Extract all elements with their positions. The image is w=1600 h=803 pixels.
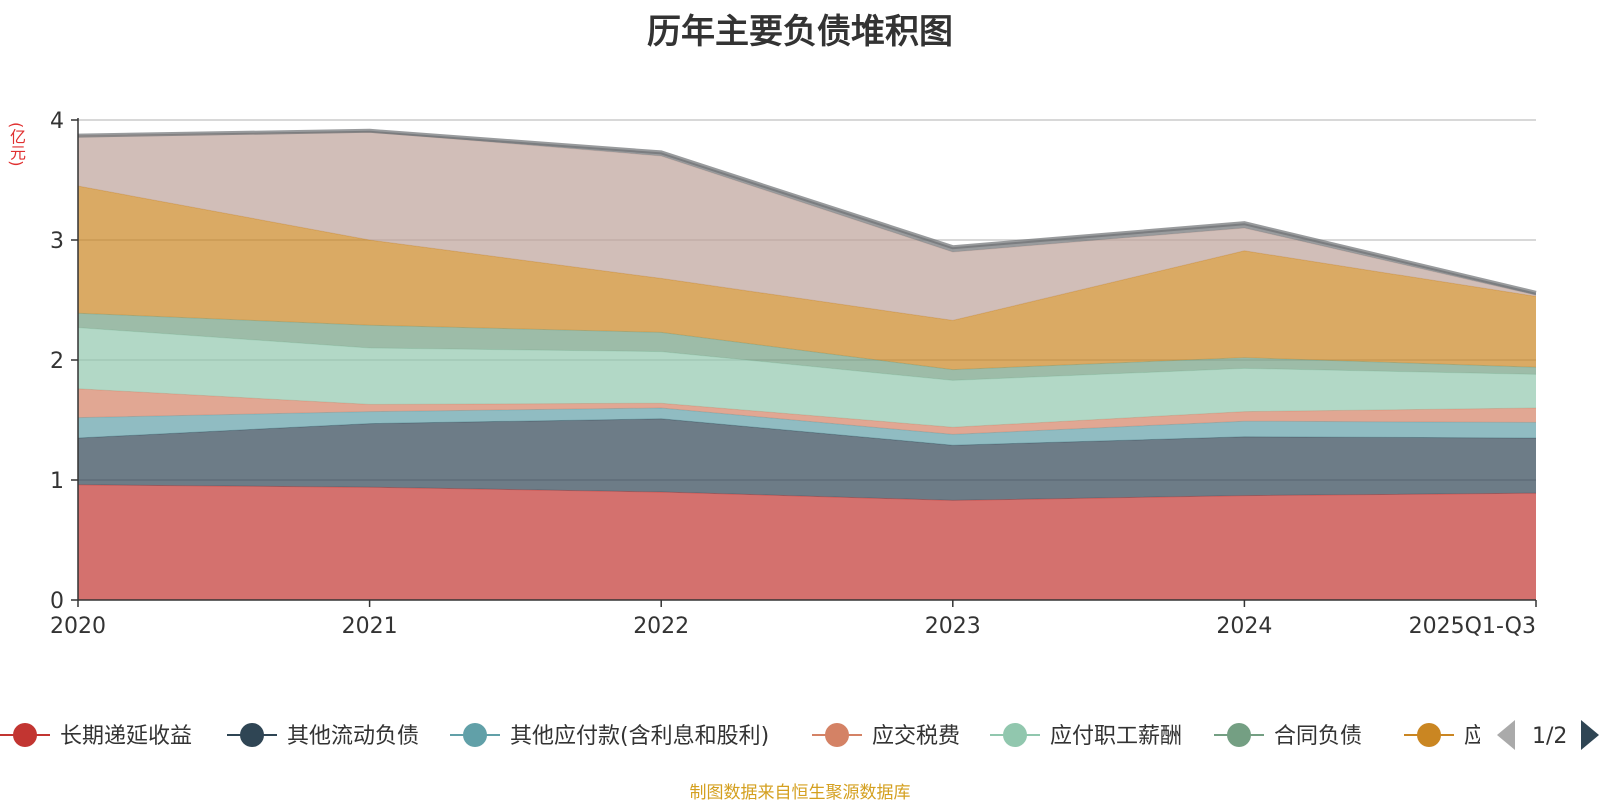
legend-label: 应付职工薪酬 [1050,724,1182,749]
legend-item-6[interactable]: 应付 [1404,723,1508,749]
legend-prev-page-icon[interactable] [1497,720,1515,750]
legend-page-indicator: 1/2 [1532,724,1567,749]
area-series-3[interactable] [78,388,1536,435]
x-tick-label: 2023 [925,614,981,639]
area-series-2[interactable] [78,408,1536,446]
area-series-7[interactable] [78,132,1536,321]
legend-item-1[interactable]: 其他流动负债 [227,723,419,749]
y-tick-label: 4 [50,109,64,134]
legend-circle-icon [463,723,487,747]
area-series-6[interactable] [78,186,1536,370]
data-source-note: 制图数据来自恒生聚源数据库 [689,783,911,803]
legend-circle-icon [825,723,849,747]
y-tick-label: 2 [50,349,64,374]
legend-circle-icon [1003,723,1027,747]
area-series-0[interactable] [78,484,1536,600]
legend-item-3[interactable]: 应交税费 [812,723,960,749]
legend-item-5[interactable]: 合同负债 [1214,723,1362,749]
legend: 长期递延收益 其他流动负债 其他应付款(含利息和股利) 应交税费 应付职工薪酬 合同负债 应… [0,723,1508,749]
y-tick-label: 0 [50,589,64,614]
x-tick-label: 2025Q1-Q3 [1409,614,1536,639]
legend-next-page-icon[interactable] [1581,720,1599,750]
legend-label: 应付 [1464,724,1508,749]
area-series-5[interactable] [78,313,1536,381]
legend-circle-icon [240,723,264,747]
legend-circle-icon [1417,723,1441,747]
area-series-edge-8 [77,128,1537,295]
y-tick-label: 1 [50,469,64,494]
x-tick-label: 2021 [342,614,398,639]
legend-circle-icon [13,723,37,747]
legend-label: 应交税费 [872,724,960,749]
area-series-layer [77,128,1537,600]
axes: 0 1 2 3 4 2020 2021 2022 2023 2024 2025Q1-Q3 [50,109,1537,639]
legend-item-2[interactable]: 其他应付款(含利息和股利) [450,723,769,749]
x-tick-label: 2020 [50,614,106,639]
y-axis-unit-label: (亿元) [7,122,26,167]
area-series-4[interactable] [78,327,1536,428]
x-tick-label: 2022 [633,614,689,639]
legend-label: 合同负债 [1274,724,1362,749]
y-tick-label: 3 [50,229,64,254]
legend-label: 长期递延收益 [60,724,192,749]
legend-label: 其他应付款(含利息和股利) [510,724,769,749]
legend-pager: 1/2 [1497,720,1599,750]
legend-circle-icon [1227,723,1251,747]
chart-title: 历年主要负债堆积图 [647,12,953,52]
legend-item-4[interactable]: 应付职工薪酬 [990,723,1182,749]
x-tick-label: 2024 [1216,614,1272,639]
legend-label: 其他流动负债 [287,724,419,749]
legend-item-0[interactable]: 长期递延收益 [0,723,192,749]
